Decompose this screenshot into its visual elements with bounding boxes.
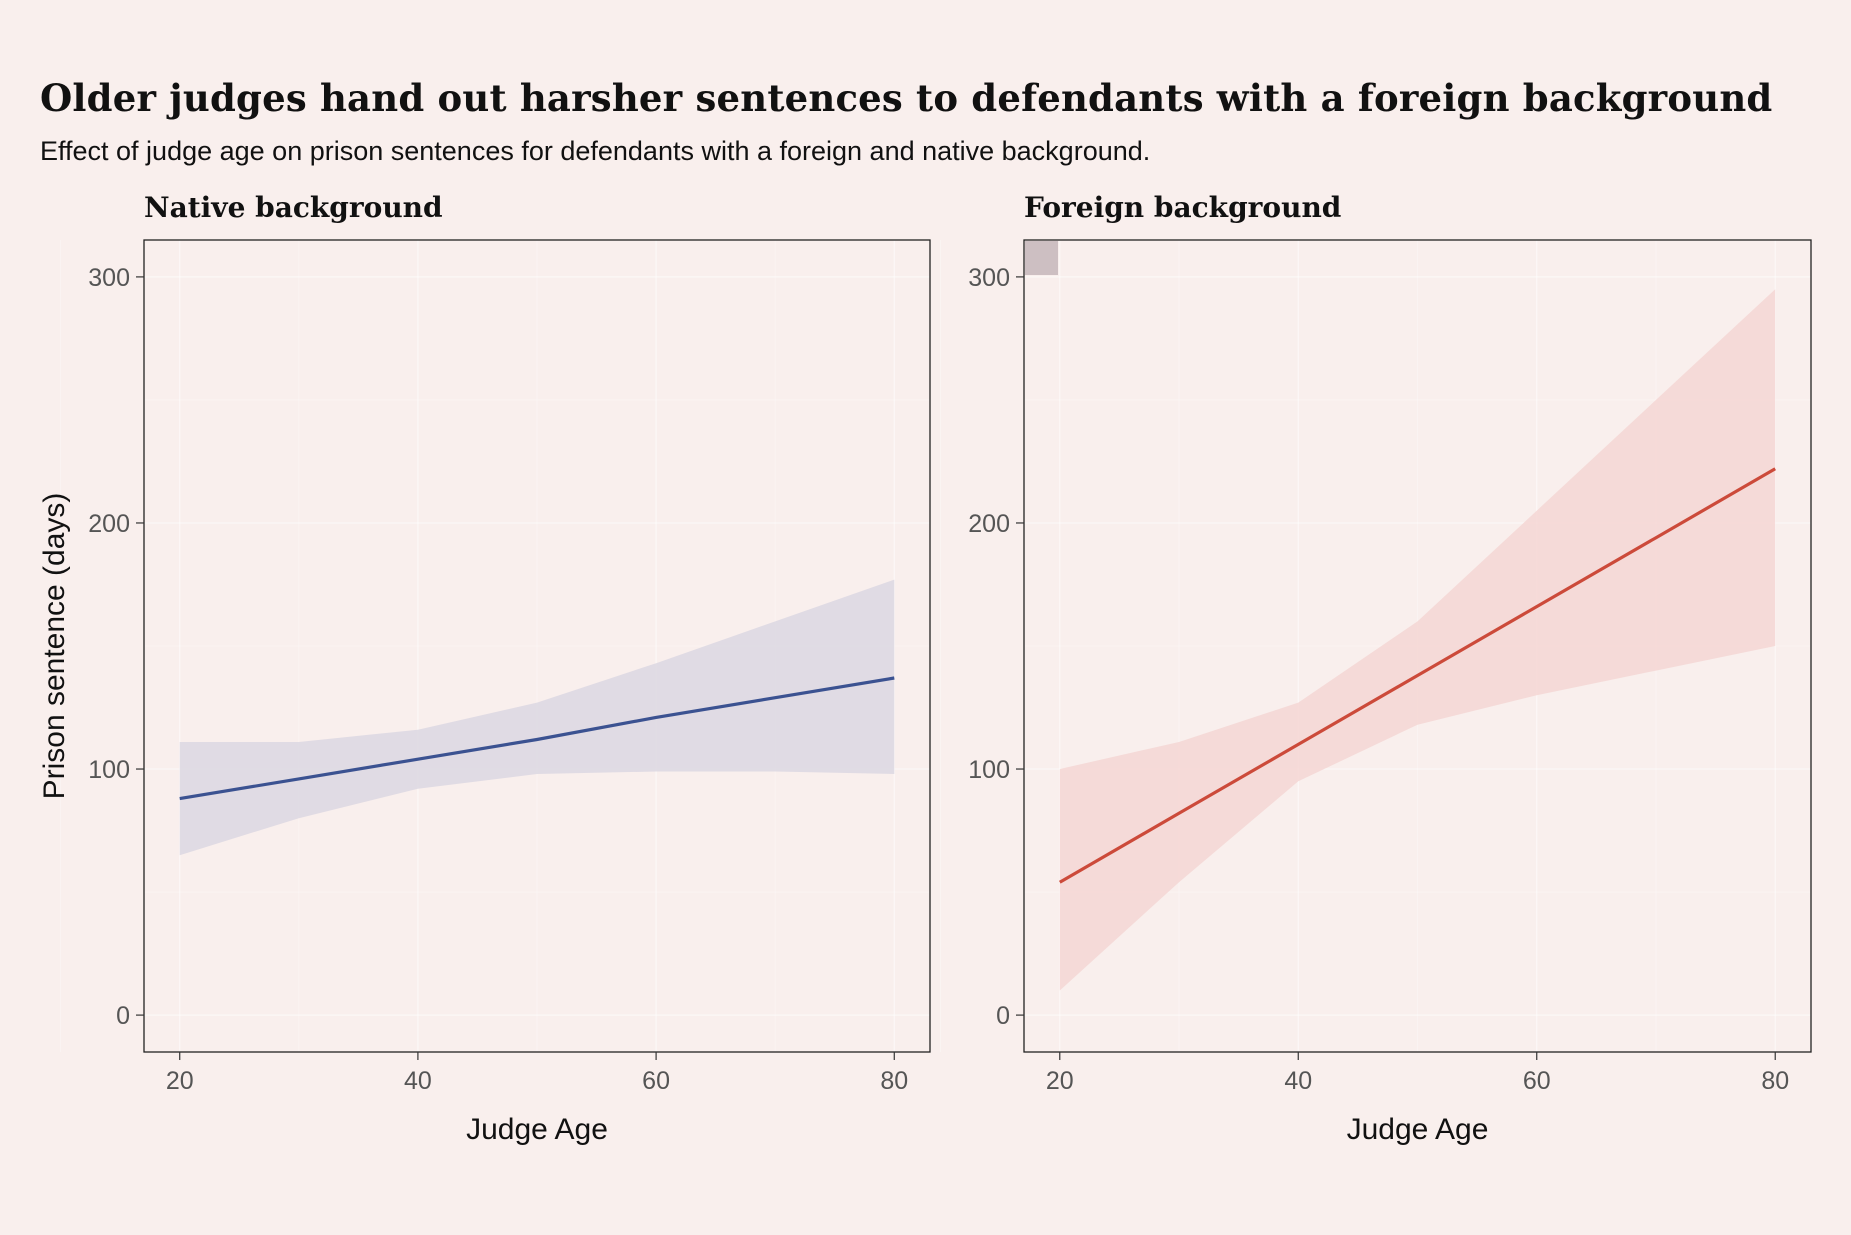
foreign-x-tick-label: 80 [1761,1067,1789,1095]
foreign-panel-border [1023,239,1812,1053]
foreign-x-tick-label: 20 [1046,1067,1074,1095]
chart-subtitle: Effect of judge age on prison sentences … [40,136,1151,166]
native-x-tick-label: 40 [404,1067,432,1095]
native-y-tick-label: 0 [116,1002,130,1030]
foreign-confidence-band [1059,289,1776,991]
native-trend-line [179,676,895,801]
foreign-x-axis-label: Judge Age [1347,1113,1489,1146]
chart-title: Older judges hand out harsher sentences … [40,76,1773,120]
native-x-axis-label: Judge Age [466,1113,608,1146]
foreign-x-tick-label: 40 [1284,1067,1312,1095]
native-y-axis-label: Prison sentence (days) [38,493,71,800]
foreign-y-tick-label: 300 [968,264,1010,292]
foreign-y-tick-label: 100 [968,756,1010,784]
native-x-tick-label: 60 [642,1067,670,1095]
native-x-tick-label: 80 [880,1067,908,1095]
foreign-panel-title: Foreign background [1024,191,1341,224]
foreign-x-tick-label: 60 [1523,1067,1551,1095]
native-panel-border [143,239,931,1053]
foreign-trend-line [1058,467,1777,884]
native-panel: Native background 20 40 60 80 0 100 200 300 Judge… [38,191,931,1146]
native-y-tick-label: 200 [88,510,130,538]
native-confidence-band [179,579,895,856]
native-y-tick-label: 100 [88,756,130,784]
native-panel-title: Native background [144,191,443,224]
foreign-panel: Foreign background 20 40 60 80 0 100 200 300 Judg… [940,191,1812,1146]
foreign-corner-marker [1025,241,1058,275]
native-y-tick-label: 300 [88,264,130,292]
foreign-y-tick-label: 0 [996,1002,1010,1030]
foreign-y-tick-label: 200 [968,510,1010,538]
native-x-tick-label: 20 [166,1067,194,1095]
